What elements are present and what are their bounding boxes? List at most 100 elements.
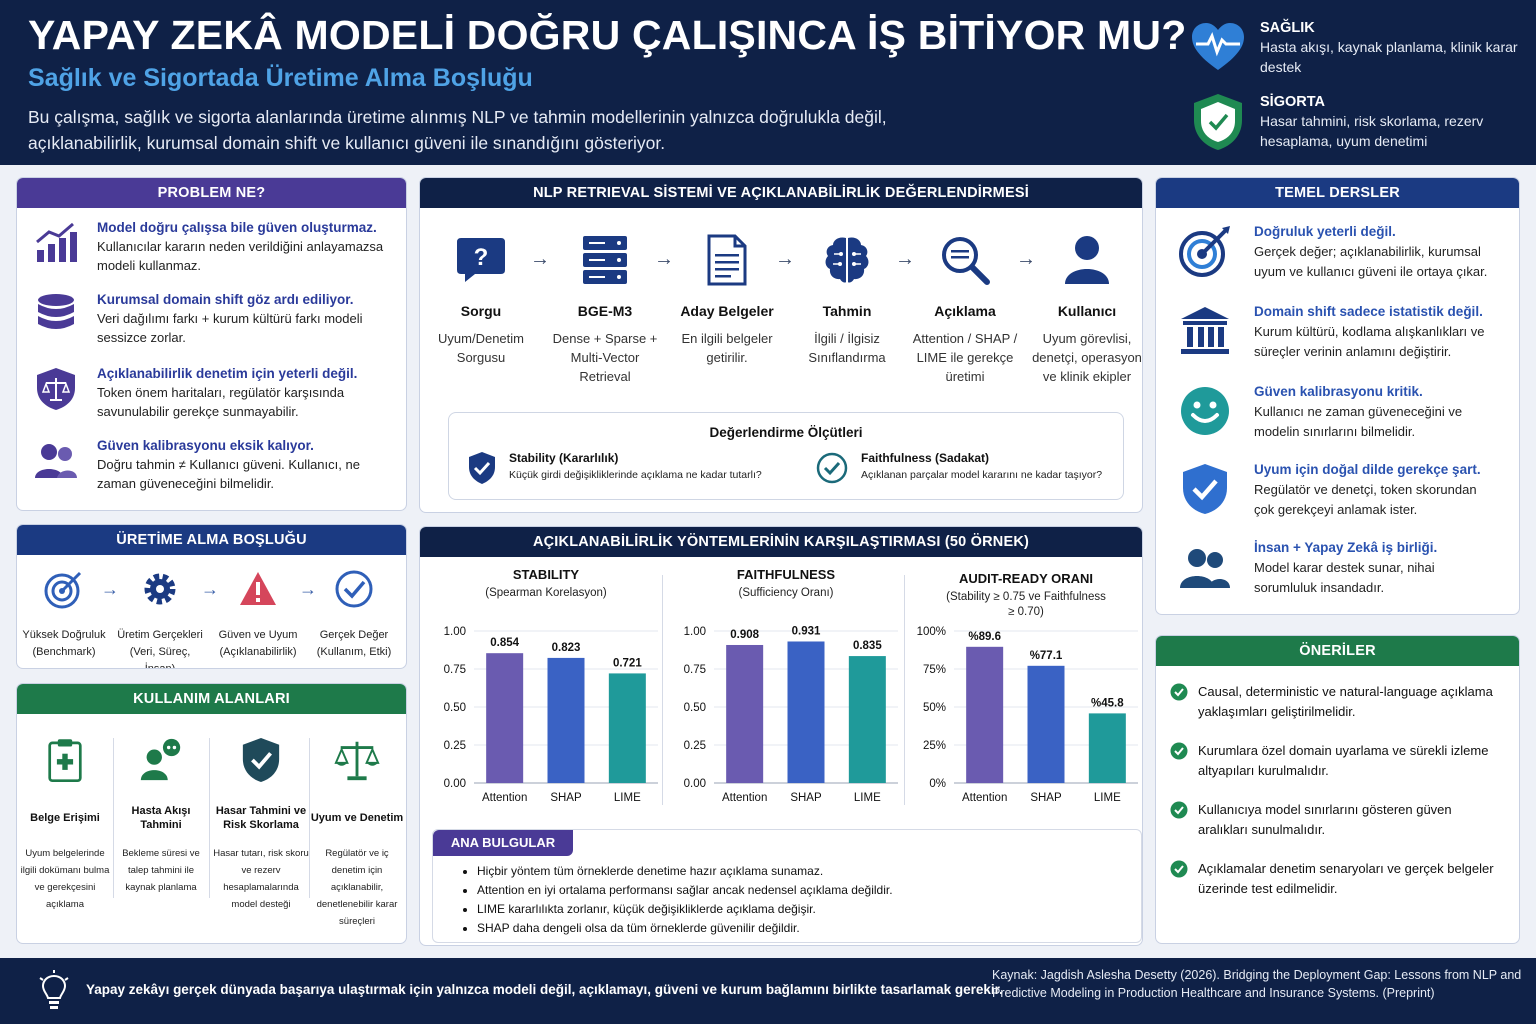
check-circle-icon xyxy=(335,570,373,608)
x-tick-label: SHAP xyxy=(790,792,822,804)
clipboard-medical-icon xyxy=(48,739,82,783)
y-tick-label: 75% xyxy=(923,664,946,676)
chart-growth-icon xyxy=(36,222,77,262)
recommendation-text: Kullanıcıya model sınırlarını gösteren g… xyxy=(1198,802,1452,837)
x-tick-label: LIME xyxy=(614,792,641,804)
usage-item-desc: Regülatör ve iç denetim için açıklanabil… xyxy=(316,848,398,927)
source-citation: Kaynak: Jagdish Aslesha Desetty (2026). … xyxy=(992,968,1522,1000)
chart-subtitle: (Stability ≥ 0.75 ve Faithfulness ≥ 0.70… xyxy=(946,591,1106,618)
sector-desc: Hasar tahmini, risk skorlama, rezerv hes… xyxy=(1260,113,1484,149)
usage-item: Uyum ve Denetim Regülatör ve iç denetim … xyxy=(309,736,405,930)
lesson-title: Doğruluk yeterli değil. xyxy=(1254,224,1396,239)
arrow-icon: → xyxy=(530,248,550,270)
usage-item: Hasta Akışı Tahmini Bekleme süresi ve ta… xyxy=(113,736,209,896)
y-tick-label: 0.50 xyxy=(684,702,706,714)
gap-step-sub: (Kullanım, Etki) xyxy=(316,646,392,658)
y-tick-label: 0.00 xyxy=(684,778,706,790)
svg-text:?: ? xyxy=(474,244,489,271)
y-tick-label: 25% xyxy=(923,740,946,752)
question-bubble-icon: ? xyxy=(457,238,505,282)
pipeline-step-desc: Dense + Sparse + Multi-Vector Retrieval xyxy=(552,331,658,384)
pipeline-step-desc: Attention / SHAP / LIME ile gerekçe üret… xyxy=(912,331,1018,384)
lesson-desc: Kurum kültürü, kodlama alışkanlıkları ve… xyxy=(1254,324,1485,359)
y-tick-label: 0% xyxy=(929,778,946,790)
check-circle-icon xyxy=(1170,742,1188,760)
warning-icon xyxy=(240,572,276,605)
usage-item-title: Hasta Akışı Tahmini xyxy=(131,805,191,831)
pipeline-step-desc: Uyum görevlisi, denetçi, operasyon ve kl… xyxy=(1032,331,1142,384)
criterion-title: Faithfulness (Sadakat) xyxy=(861,451,990,465)
lesson-desc: Gerçek değer; açıklanabilirlik, kurumsal… xyxy=(1254,244,1488,279)
gap-step-label: Gerçek Değer xyxy=(319,629,389,641)
divider xyxy=(662,575,663,805)
y-tick-label: 50% xyxy=(923,702,946,714)
pipeline-step: Aday Belgeler En ilgili belgeler getiril… xyxy=(668,234,786,367)
check-circle-icon xyxy=(1170,801,1188,819)
pipeline-step: ? Sorgu Uyum/Denetim Sorgusu xyxy=(422,234,540,367)
problem-item-desc: Veri dağılımı farkı + kurum kültürü fark… xyxy=(97,311,363,345)
gap-step-sub: (Veri, Süreç, İnsan) xyxy=(129,646,191,669)
arrow-icon: → xyxy=(201,579,219,599)
chart-stability: STABILITY (Spearman Korelasyon) 1.00 0.75… xyxy=(426,567,666,827)
usage-item-desc: Uyum belgelerinde ilgili dokümanı bulma … xyxy=(20,848,110,910)
gap-step-sub: (Açıklanabilirlik) xyxy=(219,646,297,658)
chart-subtitle: (Sufficiency Oranı) xyxy=(738,587,834,599)
data-label: 0.931 xyxy=(792,625,821,637)
lesson-desc: Model karar destek sunar, nihai sorumlul… xyxy=(1254,560,1435,595)
arrow-icon: → xyxy=(654,248,674,270)
criterion-desc: Küçük girdi değişikliklerinde açıklama n… xyxy=(509,469,762,481)
x-tick-label: LIME xyxy=(854,792,881,804)
brain-icon xyxy=(825,237,869,283)
pipeline-step-desc: En ilgili belgeler getirilir. xyxy=(681,331,773,365)
page-subtitle: Sağlık ve Sigortada Üretime Alma Boşluğu xyxy=(28,64,533,92)
evaluation-title: Değerlendirme Ölçütleri xyxy=(709,425,863,440)
institution-icon xyxy=(1181,307,1229,354)
pipeline-step-title: Kullanıcı xyxy=(1057,303,1117,319)
lessons-title: TEMEL DERSLER xyxy=(1156,178,1519,208)
problem-item: Açıklanabilirlik denetim için yeterli de… xyxy=(33,366,393,421)
pipeline-step-desc: Uyum/Denetim Sorgusu xyxy=(438,331,524,365)
pipeline-step: BGE-M3 Dense + Sparse + Multi-Vector Ret… xyxy=(546,234,664,386)
y-tick-label: 0.00 xyxy=(444,778,466,790)
gap-step-label: Üretim Gerçekleri xyxy=(117,629,203,641)
data-label: %45.8 xyxy=(1091,697,1124,709)
scale-icon xyxy=(334,741,380,781)
pipeline-card: NLP RETRIEVAL SİSTEMİ VE AÇIKLANABİLİRLİ… xyxy=(419,177,1143,513)
data-label: 0.835 xyxy=(853,640,882,652)
bar xyxy=(1088,713,1126,783)
bar xyxy=(848,656,886,783)
gap-title: ÜRETİME ALMA BOŞLUĞU xyxy=(17,525,406,555)
page-title: YAPAY ZEKÂ MODELİ DOĞRU ÇALIŞINCA İŞ BİT… xyxy=(28,12,1187,58)
y-tick-label: 0.50 xyxy=(444,702,466,714)
data-label: 0.908 xyxy=(730,629,759,641)
y-tick-label: 100% xyxy=(917,626,946,638)
usage-item: Hasar Tahmini ve Risk Skorlama Hasar tut… xyxy=(213,736,309,913)
usage-item-desc: Bekleme süresi ve talep tahmini ile kayn… xyxy=(122,848,200,893)
x-tick-label: Attention xyxy=(962,792,1007,804)
chart-plot: 1.00 0.75 0.50 0.25 0.00 0.908 Attention 0.931 S… xyxy=(684,625,898,804)
target-icon xyxy=(44,571,82,609)
arrow-icon: → xyxy=(895,248,915,270)
bar xyxy=(1027,665,1065,783)
criterion: Faithfulness (Sadakat) Açıklanan parçalar… xyxy=(815,451,1102,485)
usage-card: KULLANIM ALANLARI Belge Erişimi Uyum bel… xyxy=(16,683,407,944)
evaluation-criteria: Değerlendirme Ölçütleri Stability (Karar… xyxy=(448,412,1124,500)
lesson-item: Uyum için doğal dilde gerekçe şart. Regül… xyxy=(1178,462,1488,519)
recommendation-text: Açıklamalar denetim senaryoları ve gerçe… xyxy=(1198,861,1494,896)
lesson-item: Domain shift sadece istatistik değil. Kur… xyxy=(1178,304,1488,361)
usage-item-title: Uyum ve Denetim xyxy=(310,812,404,824)
pipeline-step-title: Aday Belgeler xyxy=(680,303,774,319)
pipeline-title: NLP RETRIEVAL SİSTEMİ VE AÇIKLANABİLİRLİ… xyxy=(420,178,1142,208)
findings-list: Hiçbir yöntem tüm örneklerde denetime ha… xyxy=(477,862,893,938)
usage-title: KULLANIM ALANLARI xyxy=(17,684,406,714)
chart-title: FAITHFULNESS xyxy=(736,567,836,582)
lesson-title: Uyum için doğal dilde gerekçe şart. xyxy=(1254,462,1481,477)
lesson-title: İnsan + Yapay Zekâ iş birliği. xyxy=(1254,540,1438,555)
lesson-item: İnsan + Yapay Zekâ iş birliği. Model kara… xyxy=(1178,540,1488,597)
shield-check-icon xyxy=(242,738,280,782)
lightbulb-icon xyxy=(39,970,69,1009)
problem-item-desc: Token önem haritaları, regülatör karşısı… xyxy=(97,385,345,419)
finding-item: Hiçbir yöntem tüm örneklerde denetime ha… xyxy=(477,862,893,881)
user-icon xyxy=(1065,236,1109,284)
finding-item: SHAP daha dengeli olsa da tüm örneklerde… xyxy=(477,919,893,938)
